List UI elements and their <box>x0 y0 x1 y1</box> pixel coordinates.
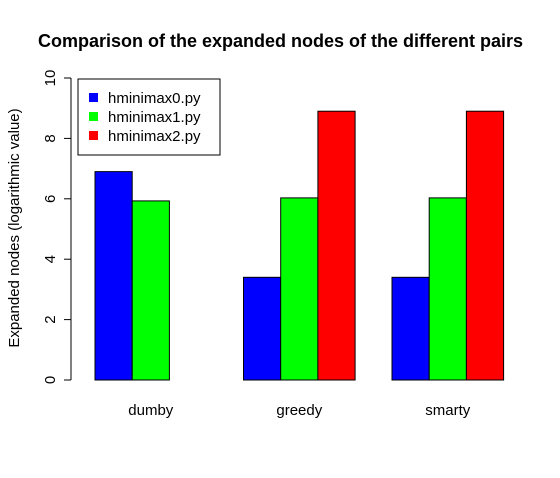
bar-dumby-hminimax0-py <box>94 171 133 381</box>
legend-label: hminimax0.py <box>108 90 201 107</box>
legend: hminimax0.py hminimax1.py hminimax2.py <box>77 78 221 156</box>
bar-smarty-hminimax1-py <box>428 197 467 381</box>
bar-greedy-hminimax1-py <box>280 197 319 381</box>
y-tick-label: 4 <box>42 255 59 263</box>
legend-label: hminimax2.py <box>108 128 201 145</box>
y-tick-label: 8 <box>42 134 59 142</box>
bar-greedy-hminimax0-py <box>243 276 282 381</box>
legend-box <box>77 78 221 156</box>
y-tick-label: 10 <box>42 70 59 87</box>
legend-swatch <box>89 93 98 102</box>
x-tick-label: greedy <box>276 402 322 419</box>
x-tick-label: dumby <box>128 402 174 419</box>
x-tick-label: smarty <box>425 402 471 419</box>
y-tick-label: 2 <box>42 315 59 323</box>
legend-swatch <box>89 131 98 140</box>
plot-area <box>94 110 505 381</box>
bar-greedy-hminimax2-py <box>317 110 356 381</box>
x-axis-labels: dumby greedy smarty <box>128 402 471 419</box>
bar-smarty-hminimax0-py <box>391 276 430 381</box>
bar-dumby-hminimax1-py <box>131 200 170 381</box>
y-tick-label: 6 <box>42 195 59 203</box>
bar-smarty-hminimax2-py <box>465 110 505 381</box>
y-axis-label: Expanded nodes (logarithmic value) <box>6 108 23 347</box>
y-tick-label: 0 <box>42 376 59 384</box>
legend-swatch <box>89 112 98 121</box>
chart-title: Comparison of the expanded nodes of the … <box>38 31 523 51</box>
y-axis-ticks: 0 2 4 6 8 10 <box>42 70 71 384</box>
legend-label: hminimax1.py <box>108 109 201 126</box>
